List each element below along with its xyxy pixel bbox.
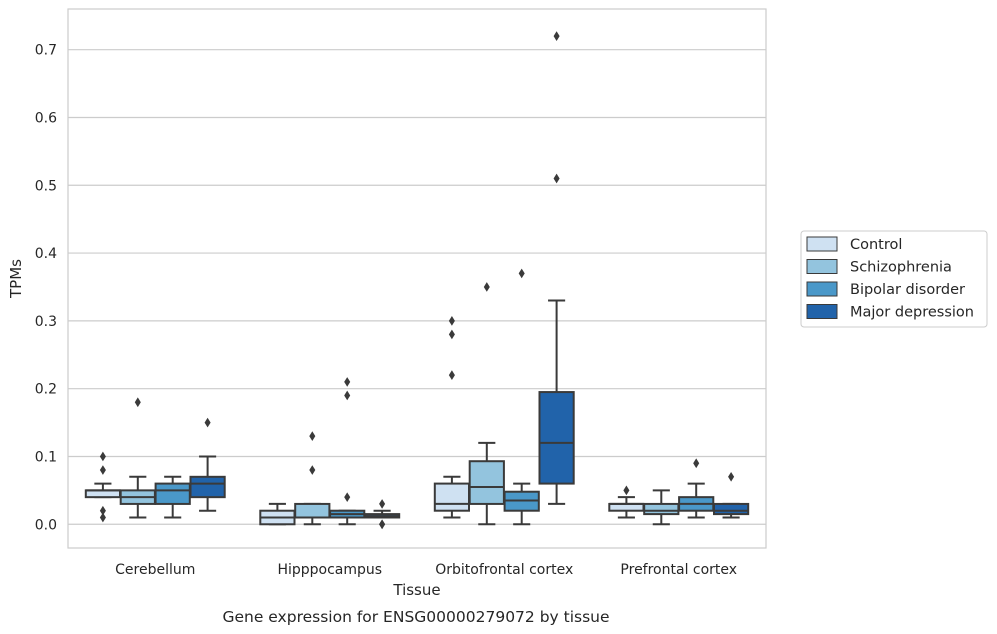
box-bipolar-disorder	[154, 475, 191, 519]
outlier-point	[99, 512, 106, 523]
outlier-point	[99, 451, 106, 462]
y-gridlines	[68, 49, 766, 525]
iqr-box	[294, 502, 331, 519]
plot-area-frame	[67, 8, 767, 549]
box-control	[433, 316, 471, 519]
y-tick-label: 0.7	[35, 43, 57, 59]
iqr-box	[84, 489, 122, 499]
box-bipolar-disorder	[678, 458, 715, 519]
box-control	[259, 502, 296, 526]
y-tick-label: 0.2	[35, 382, 57, 398]
iqr-box	[154, 482, 191, 505]
box-bipolar-disorder	[503, 268, 540, 526]
outlier-point	[379, 519, 386, 530]
legend-label: Schizophrenia	[850, 260, 952, 276]
legend-frame	[800, 230, 988, 328]
iqr-box	[189, 475, 226, 499]
outlier-point	[553, 31, 560, 41]
y-tick-label: 0.3	[35, 314, 57, 330]
x-axis-title: Tissue	[392, 581, 440, 599]
outlier-point	[204, 417, 211, 428]
outlier-point	[379, 499, 386, 509]
y-axis-title: TPMs	[7, 259, 25, 299]
legend-swatch	[806, 236, 838, 252]
outlier-point	[99, 465, 106, 475]
outlier-point	[344, 390, 351, 401]
legend-swatch	[806, 281, 838, 297]
y-axis-ticks: 0.0 0.1 0.2 0.3 0.4 0.5 0.6 0.7	[35, 43, 57, 534]
box-series-layer	[84, 31, 750, 530]
outlier-point	[728, 471, 735, 482]
outlier-point	[553, 173, 560, 184]
x-axis-ticks: Cerebellum Hipppocampus Orbitofrontal cort…	[115, 562, 737, 578]
iqr-box	[643, 502, 680, 516]
box-bipolar-disorder	[329, 377, 366, 526]
outlier-point	[344, 377, 351, 387]
box-major-depression	[538, 31, 575, 505]
box-major-depression	[189, 417, 226, 512]
legend-swatch	[806, 304, 838, 319]
box-control	[608, 485, 645, 519]
outlier-point	[448, 316, 455, 326]
x-tick-label: Cerebellum	[115, 562, 195, 578]
y-tick-label: 0.5	[35, 178, 57, 194]
box-control	[84, 451, 122, 523]
legend-label: Control	[850, 237, 902, 253]
chart-caption: Gene expression for ENSG00000279072 by t…	[222, 608, 609, 626]
outlier-point	[693, 458, 700, 469]
outlier-point	[448, 329, 455, 340]
iqr-box	[608, 502, 645, 512]
legend-label: Bipolar disorder	[850, 282, 965, 298]
y-tick-label: 0.0	[35, 517, 57, 533]
box-major-depression	[712, 471, 750, 519]
outlier-point	[99, 505, 106, 516]
x-tick-label: Prefrontal cortex	[620, 562, 737, 578]
y-tick-label: 0.4	[35, 246, 57, 262]
outlier-point	[518, 268, 525, 279]
legend: Control Schizophrenia Bipolar disorder Majo…	[800, 230, 988, 328]
iqr-box	[468, 460, 505, 505]
x-tick-label: Orbitofrontal cortex	[435, 562, 573, 578]
outlier-point	[448, 370, 455, 380]
outlier-point	[344, 492, 351, 502]
box-schizophrenia	[294, 431, 331, 526]
iqr-box	[433, 482, 471, 512]
box-schizophrenia	[468, 282, 505, 526]
box-schizophrenia	[643, 489, 680, 526]
y-tick-label: 0.1	[35, 449, 57, 465]
iqr-box	[538, 391, 575, 485]
legend-label: Major depression	[850, 305, 974, 321]
iqr-box	[712, 502, 750, 516]
outlier-point	[483, 282, 490, 292]
outlier-point	[134, 397, 141, 408]
box-major-depression	[363, 499, 401, 530]
outlier-point	[309, 465, 316, 475]
legend-swatch	[806, 259, 838, 274]
outlier-point	[623, 485, 630, 496]
box-schizophrenia	[119, 397, 156, 519]
outlier-point	[309, 431, 316, 441]
x-tick-label: Hipppocampus	[277, 562, 382, 578]
y-tick-label: 0.6	[35, 110, 57, 126]
